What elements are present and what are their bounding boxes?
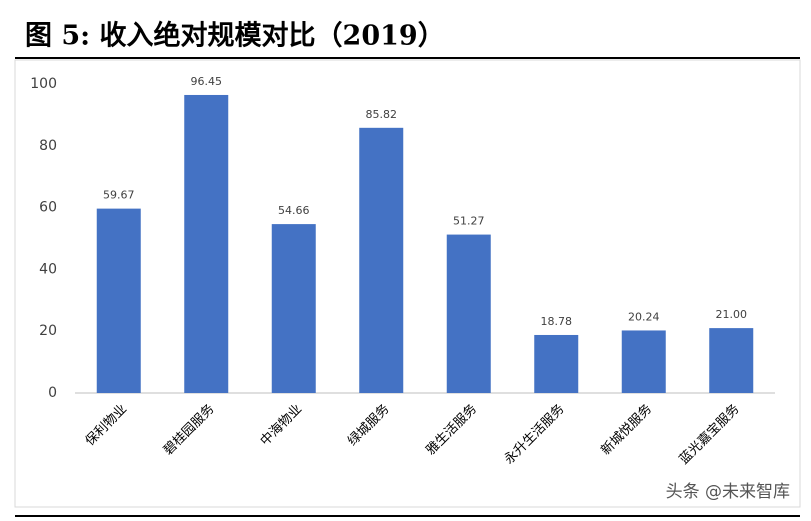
value-label: 20.24	[628, 310, 660, 323]
value-label: 59.67	[103, 189, 135, 202]
y-tick-label: 40	[39, 261, 57, 277]
bar	[534, 334, 579, 393]
chart-frame	[14, 59, 801, 508]
x-tick-label: 新城悦服务	[598, 401, 655, 458]
watermark: 头条 @未来智库	[666, 482, 790, 502]
x-tick-label: 中海物业	[258, 402, 305, 449]
chart-title: 图 5: 收入绝对规模对比（2019）	[25, 20, 445, 52]
bar	[271, 224, 316, 393]
value-label: 96.45	[191, 75, 223, 88]
y-tick-label: 100	[30, 76, 57, 92]
bar	[446, 234, 491, 393]
value-label: 54.66	[278, 204, 310, 217]
value-label: 18.78	[541, 315, 573, 328]
value-label: 21.00	[716, 308, 748, 321]
y-tick-label: 20	[39, 323, 57, 339]
bar	[621, 330, 666, 393]
value-label: 85.82	[366, 108, 398, 121]
x-tick-label: 蓝光嘉宝服务	[676, 401, 742, 467]
bar	[709, 328, 754, 393]
x-tick-label: 保利物业	[83, 402, 130, 449]
y-tick-label: 0	[48, 385, 57, 401]
value-label: 51.27	[453, 215, 485, 228]
bar	[359, 127, 404, 394]
x-tick-label: 永升生活服务	[501, 401, 567, 467]
bar	[184, 94, 229, 394]
bar	[96, 208, 141, 393]
x-tick-label: 碧桂园服务	[160, 401, 217, 458]
y-tick-label: 80	[39, 138, 57, 154]
x-tick-label: 绿城服务	[344, 401, 392, 449]
x-tick-label: 雅生活服务	[423, 401, 480, 458]
y-tick-label: 60	[39, 200, 57, 216]
